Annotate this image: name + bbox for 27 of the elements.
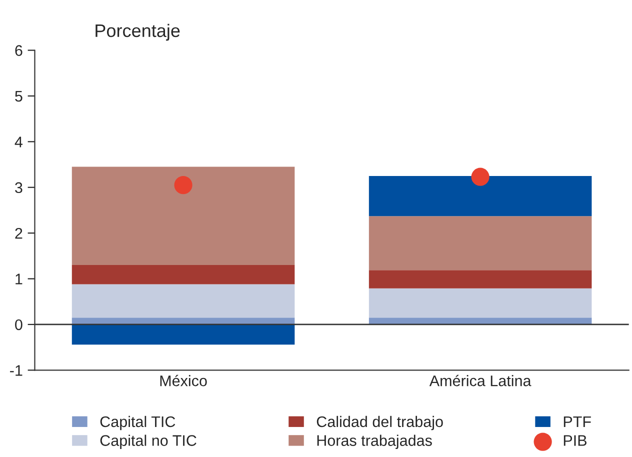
bar <box>72 324 295 345</box>
y-tick-label: -1 <box>10 365 22 376</box>
bar <box>368 176 592 216</box>
legend-label: Calidad del trabajo <box>316 416 443 430</box>
bar <box>368 288 592 318</box>
y-tick-label: 0 <box>15 319 22 330</box>
bar <box>72 284 295 318</box>
legend-label: Capital TIC <box>100 416 176 430</box>
legend-label: PIB <box>564 435 586 446</box>
bar <box>368 216 592 270</box>
y-tick-label: 2 <box>15 228 22 239</box>
bar <box>72 265 295 284</box>
x-tick-label: América Latina <box>429 374 532 386</box>
y-tick-label: 5 <box>15 90 22 102</box>
y-axis-title: Porcentaje <box>96 24 180 41</box>
y-tick-label: 3 <box>15 182 22 194</box>
bar <box>72 318 295 324</box>
y-tick-label: 4 <box>14 136 23 148</box>
y-tick-label: 1 <box>16 274 22 284</box>
legend-label: PTF <box>564 416 591 427</box>
legend-label: Horas trabajadas <box>317 434 432 449</box>
legend-label: Capital no TIC <box>100 434 196 449</box>
bar <box>368 318 592 324</box>
y-tick-label: 6 <box>15 45 22 56</box>
x-tick-label: México <box>160 374 207 386</box>
bar <box>72 166 295 266</box>
bar <box>368 270 592 288</box>
